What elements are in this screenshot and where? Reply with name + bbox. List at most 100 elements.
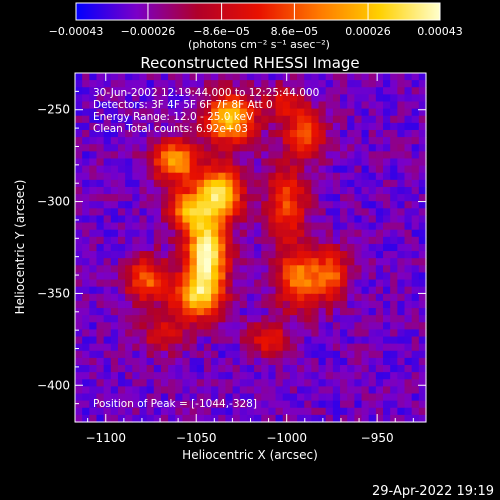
heatmap-cell [218, 308, 227, 316]
heatmap-cell [347, 400, 355, 409]
heatmap-cell [125, 365, 133, 373]
heatmap-cell [246, 129, 255, 138]
heatmap-cell [189, 272, 198, 281]
heatmap-cell [175, 80, 184, 88]
heatmap-cell [390, 115, 398, 124]
heatmap-cell [82, 365, 90, 373]
heatmap-cell [146, 315, 155, 323]
heatmap-cell [139, 115, 148, 124]
heatmap-cell [96, 265, 105, 274]
heatmap-cell [289, 165, 298, 174]
heatmap-cell [254, 194, 262, 202]
heatmap-cell [175, 115, 184, 124]
heatmap-cell [196, 115, 205, 124]
heatmap-cell [318, 322, 327, 331]
heatmap-cell [282, 94, 291, 103]
heatmap-cell [275, 279, 284, 288]
heatmap-cell [82, 236, 90, 245]
heatmap-cell [218, 186, 227, 195]
heatmap-cell [117, 172, 126, 181]
heatmap-cell [297, 87, 305, 95]
heatmap-cell [311, 129, 320, 138]
heatmap-cell [325, 300, 334, 309]
heatmap-cell [218, 87, 227, 95]
heatmap-cell [411, 215, 420, 224]
heatmap-cell [103, 372, 112, 380]
heatmap-cell [304, 272, 312, 281]
heatmap-cell [246, 108, 255, 117]
heatmap-cell [383, 293, 391, 302]
heatmap-cell [168, 215, 176, 224]
heatmap-cell [103, 343, 112, 352]
heatmap-cell [211, 286, 219, 295]
heatmap-cell [103, 243, 112, 252]
heatmap-cell [153, 144, 162, 152]
heatmap-cell [282, 365, 291, 373]
heatmap-cell [232, 393, 241, 402]
heatmap-cell [196, 393, 205, 402]
heatmap-cell [404, 357, 413, 366]
heatmap-cell [75, 243, 83, 252]
heatmap-cell [182, 308, 191, 316]
heatmap-cell [103, 322, 112, 331]
heatmap-cell [340, 208, 348, 217]
heatmap-cell [232, 315, 241, 323]
heatmap-cell [132, 172, 141, 181]
heatmap-cell [325, 258, 334, 266]
heatmap-cell [110, 73, 119, 81]
heatmap-cell [239, 179, 248, 188]
heatmap-cell [225, 186, 234, 195]
heatmap-cell [103, 414, 112, 423]
heatmap-cell [340, 300, 348, 309]
heatmap-cell [96, 300, 105, 309]
heatmap-cell [110, 315, 119, 323]
heatmap-cell [89, 308, 98, 316]
heatmap-cell [110, 265, 119, 274]
heatmap-cell [268, 272, 277, 281]
heatmap-cell [332, 350, 341, 359]
heatmap-cell [117, 251, 126, 259]
heatmap-cell [254, 108, 262, 117]
heatmap-cell [203, 293, 212, 302]
heatmap-cell [117, 386, 126, 395]
heatmap-cell [132, 336, 141, 345]
heatmap-cell [340, 372, 348, 380]
heatmap-cell [189, 165, 198, 174]
heatmap-cell [96, 73, 105, 81]
heatmap-cell [168, 336, 176, 345]
heatmap-cell [397, 144, 406, 152]
heatmap-cell [218, 272, 227, 281]
heatmap-cell [418, 293, 427, 302]
heatmap-cell [75, 80, 83, 88]
heatmap-cell [318, 229, 327, 238]
heatmap-cell [125, 350, 133, 359]
heatmap-cell [282, 251, 291, 259]
heatmap-cell [261, 336, 269, 345]
heatmap-cell [146, 201, 155, 209]
heatmap-cell [146, 186, 155, 195]
heatmap-cell [125, 94, 133, 103]
heatmap-cell [347, 108, 355, 117]
heatmap-cell [268, 293, 277, 302]
heatmap-cell [254, 400, 262, 409]
heatmap-cell [354, 251, 363, 259]
heatmap-cell [225, 265, 234, 274]
heatmap-cell [347, 229, 355, 238]
heatmap-cell [96, 194, 105, 202]
heatmap-cell [225, 101, 234, 110]
heatmap-cell [132, 386, 141, 395]
heatmap-cell [189, 236, 198, 245]
heatmap-cell [268, 94, 277, 103]
heatmap-cell [340, 201, 348, 209]
heatmap-cell [132, 151, 141, 160]
heatmap-cell [275, 215, 284, 224]
heatmap-cell [297, 258, 305, 266]
heatmap-cell [375, 208, 384, 217]
heatmap-cell [332, 144, 341, 152]
heatmap-cell [282, 357, 291, 366]
heatmap-cell [368, 172, 377, 181]
heatmap-cell [110, 80, 119, 88]
heatmap-cell [268, 151, 277, 160]
heatmap-cell [418, 165, 427, 174]
heatmap-cell [282, 80, 291, 88]
